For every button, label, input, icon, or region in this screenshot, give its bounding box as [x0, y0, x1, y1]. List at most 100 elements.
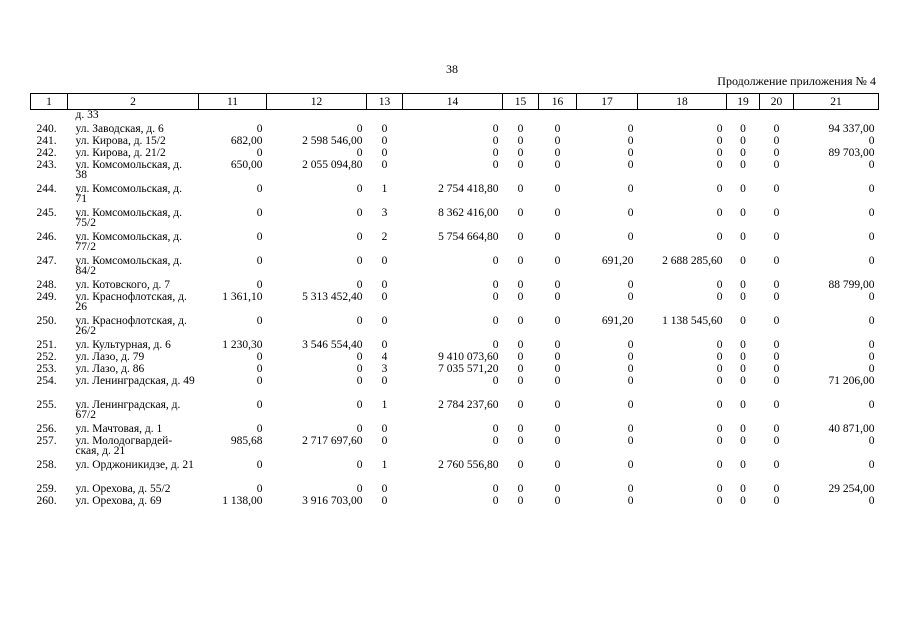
value-cell: 0: [517, 279, 524, 291]
column-header: 17: [576, 93, 638, 110]
table-row: 254. ул. Ленинградская, д. 49 0 0 0 0 0 0 0 0 0 0 71…: [31, 375, 879, 400]
value-cell: 0: [517, 207, 524, 219]
value-cell: 0: [554, 351, 561, 363]
value-cell: 0: [716, 159, 723, 171]
value-cell: 0: [256, 207, 263, 219]
column-header: 13: [366, 93, 403, 110]
row-number: 259.: [36, 483, 57, 495]
table-row: 241. ул. Кирова, д. 15/2 682,00 2 598 546,0…: [31, 135, 879, 148]
value-cell: 0: [627, 279, 634, 291]
value-cell: 0: [740, 159, 746, 171]
value-cell: 2 688 285,60: [662, 255, 723, 267]
value-cell: 0: [627, 495, 634, 507]
value-cell: 0: [716, 363, 723, 375]
table-row: 245. ул. Комсомольская, д. 75/2 0 0 3 8 362 4…: [31, 207, 879, 232]
value-cell: 0: [740, 123, 746, 135]
address-cell: ул. Лазо, д. 86: [75, 363, 145, 375]
row-number: 257.: [36, 435, 57, 447]
value-cell: 0: [381, 135, 388, 147]
value-cell: 0: [256, 147, 263, 159]
column-header: 14: [402, 93, 503, 110]
value-cell: 682,00: [230, 135, 263, 147]
value-cell: 0: [381, 123, 388, 135]
value-cell: 0: [773, 183, 780, 195]
value-cell: 0: [554, 363, 561, 375]
address-cell: ул. Орехова, д. 69: [75, 495, 162, 507]
row-number: 245.: [36, 207, 57, 219]
value-cell: 0: [627, 183, 634, 195]
row-number: 241.: [36, 135, 57, 147]
value-cell: 3: [381, 363, 388, 375]
value-cell: 0: [356, 123, 363, 135]
value-cell: 1: [381, 183, 388, 195]
value-cell: 29 254,00: [828, 483, 875, 495]
value-cell: 0: [773, 159, 780, 171]
value-cell: 985,68: [230, 435, 263, 447]
value-cell: 0: [716, 231, 723, 243]
value-cell: 0: [773, 147, 780, 159]
address-cell: ул. Комсомольская, д. 38: [75, 159, 183, 181]
value-cell: 0: [554, 315, 561, 327]
value-cell: 2 760 556,80: [438, 459, 499, 471]
value-cell: 0: [740, 255, 746, 267]
address-cell: ул. Молодогвардей-ская, д. 21: [75, 435, 173, 457]
value-cell: 0: [554, 399, 561, 411]
value-cell: 0: [868, 255, 875, 267]
page-number: 38: [446, 62, 458, 76]
value-cell: 0: [716, 183, 723, 195]
continuation-text: д. 33: [75, 109, 99, 121]
value-cell: 0: [740, 183, 746, 195]
value-cell: 0: [492, 123, 499, 135]
value-cell: 0: [356, 351, 363, 363]
value-cell: 0: [554, 375, 561, 387]
value-cell: 0: [740, 423, 746, 435]
value-cell: 0: [740, 339, 746, 351]
value-cell: 0: [554, 147, 561, 159]
table-row: 242. ул. Кирова, д. 21/2 0 0 0 0 0 0 0 0 0 0 89 703,…: [31, 147, 879, 160]
value-cell: 0: [554, 183, 561, 195]
value-cell: 0: [627, 375, 634, 387]
value-cell: 0: [554, 231, 561, 243]
row-number: 258.: [36, 459, 57, 471]
address-cell: ул. Краснофлотская, д. 26: [75, 291, 187, 313]
value-cell: 0: [554, 291, 561, 303]
value-cell: 3 916 703,00: [302, 495, 363, 507]
table-row: 253. ул. Лазо, д. 86 0 0 3 7 035 571,20 0 0 0 0 0 0…: [31, 363, 879, 376]
value-cell: 0: [554, 435, 561, 447]
table-row: 248. ул. Котовского, д. 7 0 0 0 0 0 0 0 0 0 0 88 799…: [31, 279, 879, 292]
value-cell: 0: [740, 279, 746, 291]
value-cell: 0: [740, 375, 746, 387]
value-cell: 0: [554, 123, 561, 135]
value-cell: 0: [773, 207, 780, 219]
value-cell: 0: [356, 375, 363, 387]
value-cell: 0: [627, 351, 634, 363]
value-cell: 0: [554, 279, 561, 291]
value-cell: 0: [740, 351, 746, 363]
value-cell: 0: [356, 183, 363, 195]
value-cell: 0: [554, 207, 561, 219]
value-cell: 0: [517, 483, 524, 495]
column-header: 16: [538, 93, 577, 110]
row-number: 248.: [36, 279, 57, 291]
value-cell: 0: [716, 351, 723, 363]
value-cell: 4: [381, 351, 388, 363]
value-cell: 0: [256, 363, 263, 375]
value-cell: 0: [492, 279, 499, 291]
value-cell: 0: [256, 315, 263, 327]
value-cell: 0: [517, 291, 524, 303]
value-cell: 0: [256, 459, 263, 471]
value-cell: 0: [517, 423, 524, 435]
row-number: 240.: [36, 123, 57, 135]
value-cell: 0: [773, 255, 780, 267]
value-cell: 0: [868, 363, 875, 375]
value-cell: 0: [381, 423, 388, 435]
value-cell: 0: [356, 459, 363, 471]
value-cell: 0: [868, 495, 875, 507]
table-row: 252. ул. Лазо, д. 79 0 0 4 9 410 073,60 0 0 0 0 0 0…: [31, 351, 879, 364]
row-number: 247.: [36, 255, 57, 267]
value-cell: 0: [740, 135, 746, 147]
value-cell: 0: [773, 123, 780, 135]
value-cell: 0: [716, 423, 723, 435]
value-cell: 0: [554, 159, 561, 171]
column-header: 2: [67, 93, 199, 110]
